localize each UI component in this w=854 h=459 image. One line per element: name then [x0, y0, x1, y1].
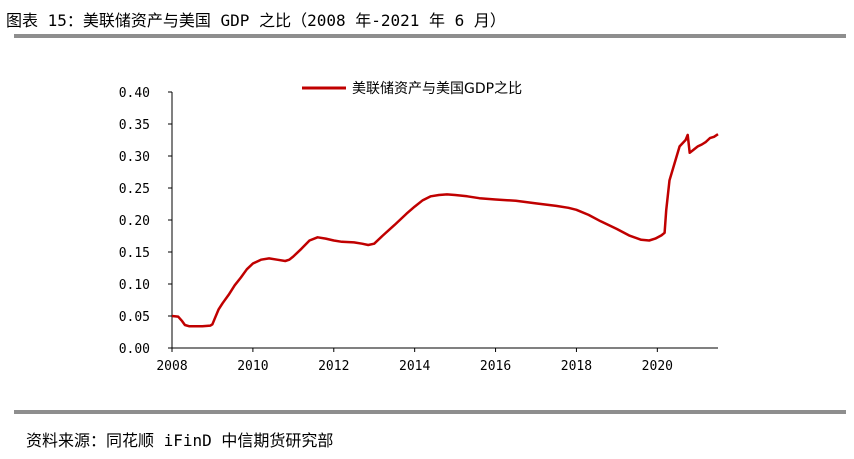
top-divider — [14, 34, 846, 38]
x-tick-label: 2018 — [561, 359, 592, 370]
y-tick-label: 0.25 — [119, 182, 150, 197]
y-ticks: 0.00 0.05 0.10 0.15 0.20 0.25 0.30 0.35 0.40 — [119, 86, 172, 357]
chart-area: 0.00 0.05 0.10 0.15 0.20 0.25 0.30 0.35 0.40 200… — [119, 81, 719, 370]
x-tick-label: 2014 — [399, 359, 430, 370]
chart-title: 图表 15：美联储资产与美国 GDP 之比（2008 年-2021 年 6 月） — [6, 11, 506, 30]
source-note: 资料来源：同花顺 iFinD 中信期货研究部 — [26, 431, 334, 450]
x-tick-label: 2016 — [480, 359, 511, 370]
chart-axes — [171, 92, 718, 349]
chart-legend: 美联储资产与美国GDP之比 — [302, 81, 522, 97]
y-tick-label: 0.10 — [119, 278, 150, 293]
x-tick-label: 2012 — [318, 359, 349, 370]
series-layer — [171, 133, 719, 328]
x-tick-label: 2020 — [642, 359, 673, 370]
y-tick-label: 0.00 — [119, 342, 150, 357]
x-tick-label: 2008 — [156, 359, 187, 370]
y-tick-label: 0.05 — [119, 310, 150, 325]
y-tick-label: 0.15 — [119, 246, 150, 261]
y-tick-label: 0.40 — [119, 86, 150, 101]
legend-label: 美联储资产与美国GDP之比 — [352, 81, 522, 97]
y-tick-label: 0.35 — [119, 118, 150, 133]
y-tick-label: 0.30 — [119, 150, 150, 165]
series-line — [171, 133, 719, 328]
x-ticks: 2008 2010 2012 2014 2016 2018 2020 — [156, 348, 673, 370]
y-tick-label: 0.20 — [119, 214, 150, 229]
bottom-divider — [14, 410, 846, 414]
x-tick-label: 2010 — [237, 359, 268, 370]
